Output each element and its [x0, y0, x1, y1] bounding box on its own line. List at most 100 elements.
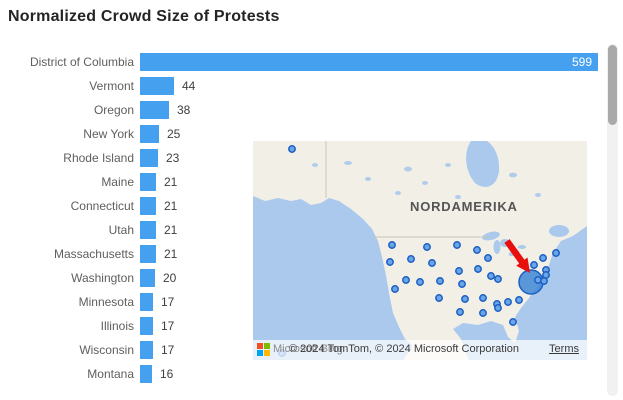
map-attribution-bar: Microsoft Bing © 2024 TomTom, © 2024 Mic… — [253, 340, 587, 360]
category-label: Rhode Island — [63, 151, 134, 165]
bar[interactable] — [140, 365, 152, 383]
location-dot[interactable] — [539, 254, 547, 262]
category-label: New York — [83, 127, 134, 141]
category-label: Maine — [101, 175, 134, 189]
bar[interactable] — [140, 173, 156, 191]
location-dot[interactable] — [494, 304, 502, 312]
bar[interactable] — [140, 341, 153, 359]
location-dot[interactable] — [435, 294, 443, 302]
terms-link[interactable]: Terms — [549, 343, 579, 355]
location-dot[interactable] — [416, 278, 424, 286]
map-canvas — [253, 141, 587, 360]
bar[interactable] — [140, 101, 169, 119]
location-dot[interactable] — [456, 308, 464, 316]
location-dot[interactable] — [509, 318, 517, 326]
bar[interactable] — [140, 149, 158, 167]
value-label: 17 — [161, 319, 175, 333]
value-label: 16 — [160, 367, 174, 381]
bar[interactable] — [140, 317, 153, 335]
category-label: Connecticut — [70, 199, 134, 213]
bar[interactable] — [140, 221, 156, 239]
bar-row: Massachusetts 21 — [0, 242, 600, 266]
bar[interactable] — [140, 197, 156, 215]
value-label: 21 — [164, 223, 178, 237]
bar-row: Vermont 44 — [0, 74, 600, 98]
location-dot[interactable] — [388, 241, 396, 249]
bar[interactable] — [140, 269, 155, 287]
bar[interactable] — [140, 77, 174, 95]
category-label: Illinois — [100, 319, 134, 333]
bar-row: Montana 16 — [0, 362, 600, 386]
location-dot[interactable] — [474, 265, 482, 273]
bar-row: Rhode Island 23 — [0, 146, 600, 170]
bar-chart: District of Columbia 599 Vermont 44 Oregon 38… — [0, 50, 600, 386]
value-label: 21 — [164, 247, 178, 261]
location-dot[interactable] — [504, 298, 512, 306]
bar-row: Minnesota 17 — [0, 290, 600, 314]
bar[interactable] — [140, 125, 159, 143]
value-label: 44 — [182, 79, 196, 93]
value-label: 23 — [166, 151, 180, 165]
value-label: 599 — [571, 55, 592, 69]
bar-row: Wisconsin 17 — [0, 338, 600, 362]
scrollbar-thumb[interactable] — [608, 45, 617, 125]
canadian-lakes — [312, 161, 541, 199]
bar-row: Washington 20 — [0, 266, 600, 290]
microsoft-bing-label: Microsoft Bing — [273, 343, 343, 355]
bar-row: Utah 21 — [0, 218, 600, 242]
location-dot[interactable] — [494, 275, 502, 283]
arrow-head — [516, 257, 530, 273]
bar-row: District of Columbia 599 — [0, 50, 600, 74]
microsoft-logo-icon — [257, 343, 270, 356]
location-dot[interactable] — [453, 241, 461, 249]
location-dot[interactable] — [402, 276, 410, 284]
location-dot[interactable] — [423, 243, 431, 251]
map-data-points — [278, 145, 560, 357]
bar-row: New York 25 — [0, 122, 600, 146]
location-dot[interactable] — [542, 271, 550, 279]
location-dot[interactable] — [386, 258, 394, 266]
bar-row: Oregon 38 — [0, 98, 600, 122]
location-dot[interactable] — [461, 295, 469, 303]
bar-row: Connecticut 21 — [0, 194, 600, 218]
location-dot[interactable] — [473, 246, 481, 254]
location-dot[interactable] — [552, 249, 560, 257]
category-label: Oregon — [93, 103, 134, 117]
value-label: 21 — [164, 175, 178, 189]
value-label: 20 — [163, 271, 177, 285]
map-copyright-text: © 2024 TomTom, © 2024 Microsoft Corporat… — [289, 343, 520, 355]
bar[interactable] — [140, 53, 598, 71]
location-dot[interactable] — [455, 267, 463, 275]
vertical-scrollbar[interactable] — [607, 44, 618, 396]
category-label: Washington — [71, 271, 134, 285]
location-dot[interactable] — [391, 285, 399, 293]
landmass-north-america — [253, 141, 587, 360]
location-dot[interactable] — [530, 261, 538, 269]
bar[interactable] — [140, 245, 156, 263]
location-dot[interactable] — [428, 259, 436, 267]
bar-row: Illinois 17 — [0, 314, 600, 338]
value-label: 17 — [161, 295, 175, 309]
location-dot[interactable] — [479, 294, 487, 302]
value-label: 25 — [167, 127, 181, 141]
category-label: Minnesota — [78, 295, 134, 309]
location-dot[interactable] — [484, 254, 492, 262]
location-dot[interactable] — [288, 145, 296, 153]
location-dot[interactable] — [515, 296, 523, 304]
map-region-label: NORDAMERIKA — [410, 199, 518, 214]
category-label: District of Columbia — [29, 55, 134, 69]
gulf-st-lawrence — [549, 225, 569, 237]
hudson-bay — [466, 141, 500, 187]
category-label: Vermont — [89, 79, 134, 93]
value-label: 17 — [161, 343, 175, 357]
location-dot[interactable] — [487, 272, 495, 280]
location-dot[interactable] — [479, 309, 487, 317]
location-dot[interactable] — [458, 280, 466, 288]
bar[interactable] — [140, 293, 153, 311]
location-dot[interactable] — [407, 255, 415, 263]
map-visual[interactable]: NORDAMERIKA Microsoft Bing © 2024 TomTom… — [253, 141, 587, 360]
country-borders — [325, 141, 490, 238]
location-dot[interactable] — [436, 277, 444, 285]
category-label: Wisconsin — [79, 343, 134, 357]
